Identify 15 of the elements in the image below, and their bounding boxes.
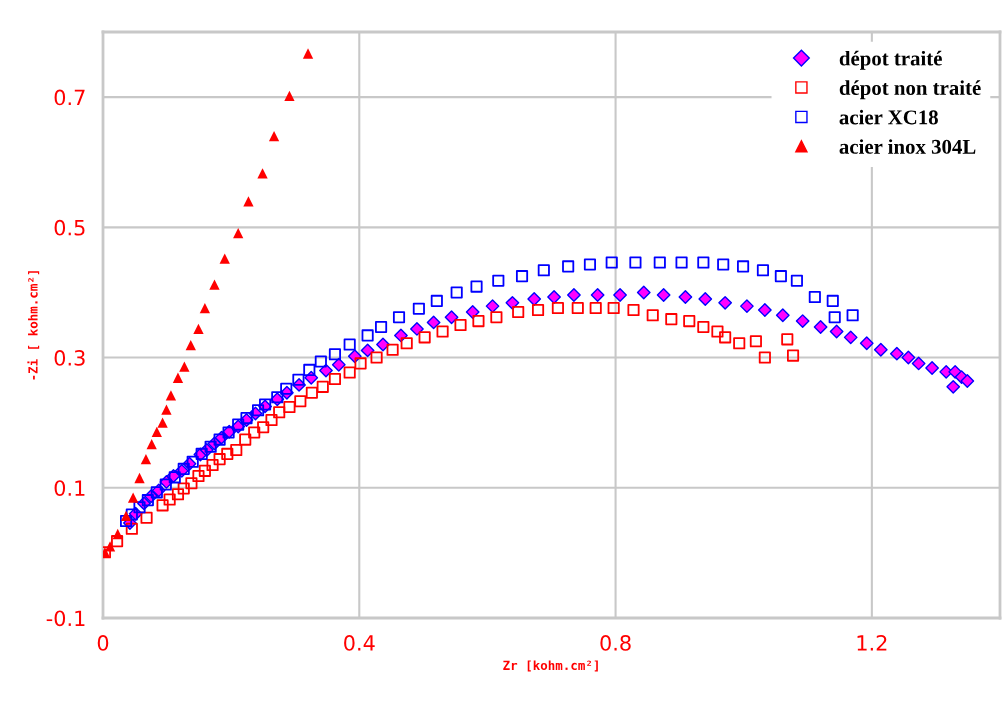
- legend-label: dépot non traité: [839, 80, 981, 100]
- y-axis-title: -Zi [ kohm.cm²]: [27, 271, 40, 380]
- y-tick-label: -0.1: [46, 610, 85, 627]
- x-tick-label: 0.8: [600, 635, 631, 651]
- legend-label: acier inox 304L: [839, 139, 976, 154]
- x-tick-label: 1.2: [857, 635, 887, 651]
- y-tick-label: 0.3: [54, 350, 85, 366]
- y-tick-label: 0.7: [54, 89, 85, 106]
- x-tick-label: 0: [97, 635, 109, 651]
- legend-label: acier XC18: [839, 109, 938, 125]
- y-tick-label: 0.1: [54, 480, 85, 496]
- legend-label: dépot traité: [839, 50, 942, 70]
- y-tick-label: 0.5: [54, 219, 85, 236]
- x-tick-label: 0.4: [344, 635, 375, 651]
- x-axis-title: Zr [kohm.cm²]: [503, 660, 598, 672]
